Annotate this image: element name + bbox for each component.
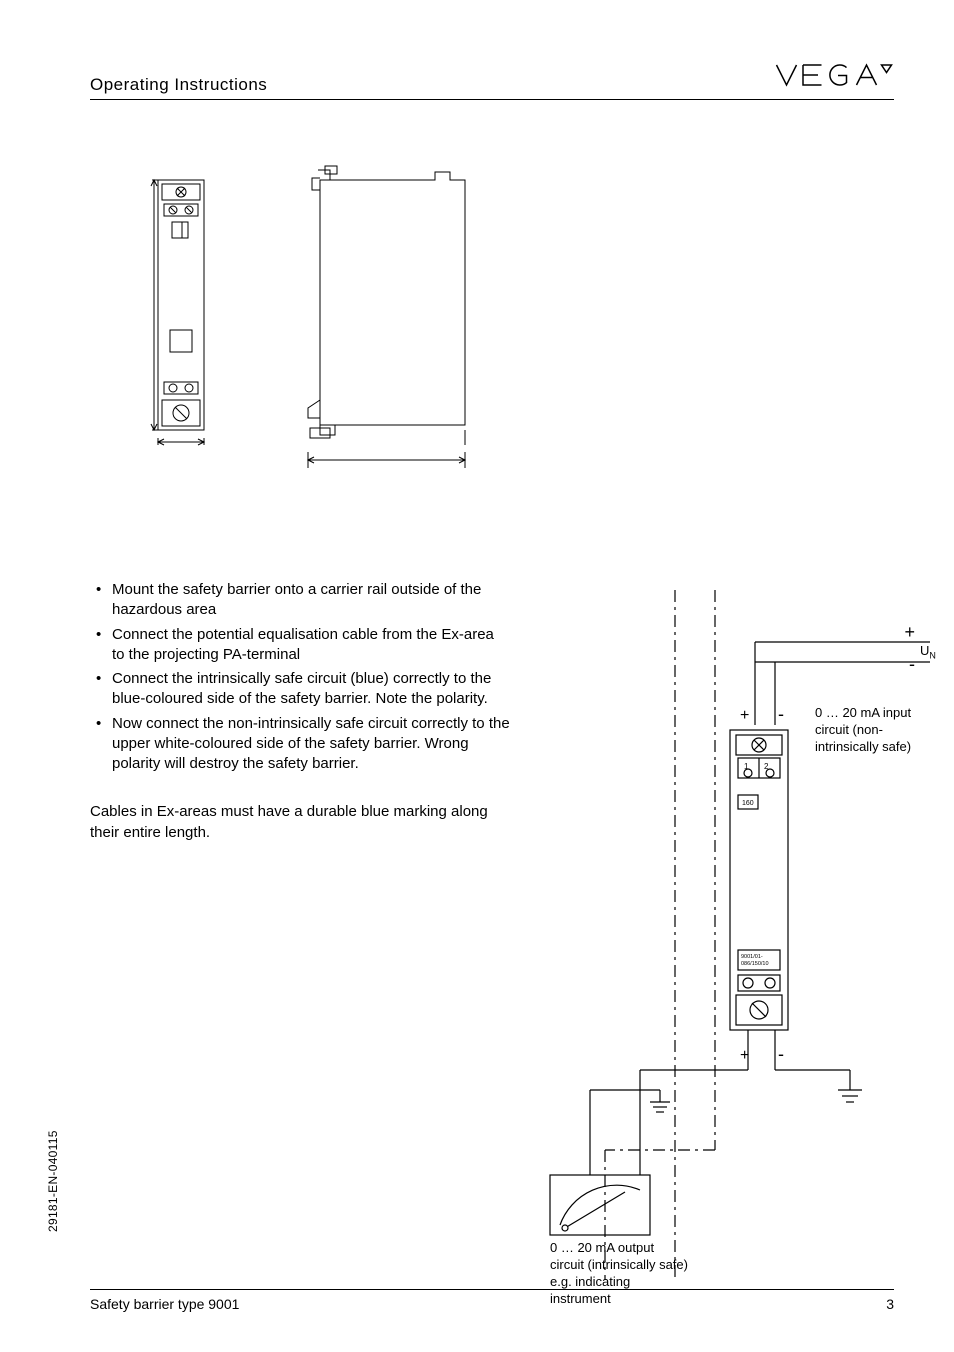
minus-label: - — [778, 704, 784, 724]
module-serial-line2: 086/150/10 — [741, 961, 769, 967]
side-view-svg — [290, 160, 480, 480]
page-number: 3 — [886, 1296, 894, 1312]
minus-label: - — [909, 654, 915, 674]
note-paragraph: Cables in Ex-areas must have a durable b… — [90, 802, 510, 843]
document-id: 29181-EN-040115 — [46, 1130, 60, 1232]
plus-label: + — [740, 1047, 749, 1064]
footer-title: Safety barrier type 9001 — [90, 1296, 239, 1312]
un-label: UN — [920, 643, 936, 662]
minus-label: - — [778, 1044, 784, 1064]
module-serial-line1: 9001/01- — [741, 954, 763, 960]
plus-label: + — [904, 622, 915, 642]
list-item: Connect the potential equalisation cable… — [90, 625, 510, 666]
instruction-list: Mount the safety barrier onto a carrier … — [90, 580, 510, 774]
list-item: Connect the intrinsically safe circuit (… — [90, 669, 510, 710]
wiring-diagram: + - + - — [530, 580, 930, 1280]
list-item: Mount the safety barrier onto a carrier … — [90, 580, 510, 621]
list-item: Now connect the non-intrinsically safe c… — [90, 714, 510, 775]
terminal-2-label: 2 — [764, 762, 769, 771]
front-view-svg — [150, 170, 213, 460]
logo — [774, 60, 894, 95]
header-title: Operating Instructions — [90, 75, 267, 95]
vega-logo-svg — [774, 60, 894, 90]
mechanical-drawings — [130, 160, 894, 520]
module-mid-label: 160 — [742, 800, 754, 807]
input-circuit-label: 0 … 20 mA input circuit (non-intrinsical… — [815, 705, 925, 756]
plus-label: + — [740, 707, 749, 724]
terminal-1-label: 1 — [744, 762, 749, 771]
